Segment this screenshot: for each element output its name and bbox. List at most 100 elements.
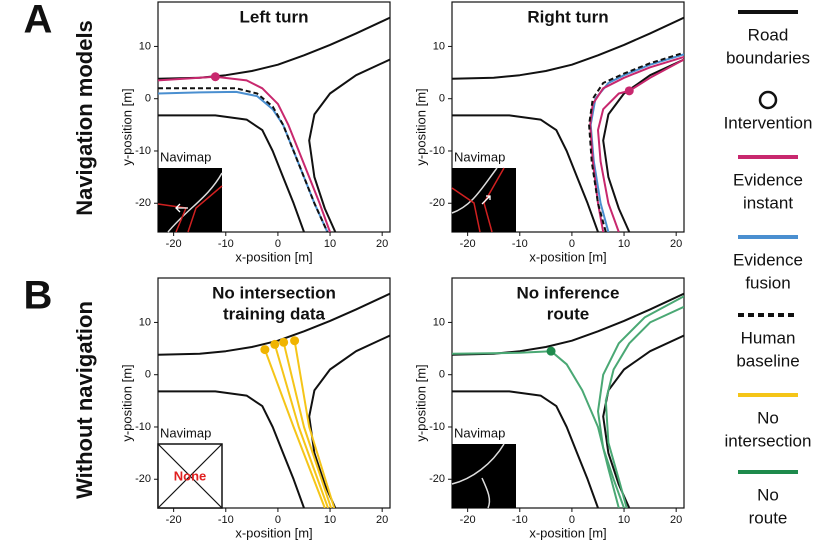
x-tick-label: 20 [670, 238, 682, 250]
y-tick-label: 0 [439, 93, 445, 105]
inset: Navimap [157, 149, 223, 233]
x-tick-label: -10 [218, 514, 234, 526]
y-tick-label: -10 [429, 421, 445, 433]
inset: Navimap [451, 149, 516, 233]
x-axis-label: x-position [m] [529, 249, 606, 264]
inset-box [452, 168, 516, 232]
inset: None Navimap [157, 425, 223, 509]
chart-title: Left turn [240, 7, 309, 26]
inset: Navimap [451, 425, 516, 509]
series-line [308, 58, 390, 232]
series-line [588, 51, 684, 232]
y-tick-label: 10 [433, 316, 445, 328]
intervention-point [624, 86, 634, 96]
series-line [158, 292, 390, 356]
x-axis-label: x-position [m] [529, 525, 606, 540]
y-tick-label: -20 [135, 473, 151, 485]
x-tick-label: 20 [670, 514, 682, 526]
row-label: Without navigation [72, 301, 97, 499]
panel-label: A [24, 0, 53, 42]
legend-label: Human [741, 328, 796, 347]
x-tick-label: -10 [218, 238, 234, 250]
panel-label: B [24, 274, 53, 318]
x-tick-label: -20 [166, 238, 182, 250]
inset-box [452, 444, 516, 508]
series-line [602, 58, 684, 232]
x-tick-label: 0 [569, 514, 575, 526]
x-axis-label: x-position [m] [235, 525, 312, 540]
x-tick-label: 0 [275, 238, 281, 250]
y-axis-label: y-position [m] [119, 88, 134, 165]
series-line [597, 295, 684, 508]
inset-road [451, 443, 505, 509]
x-axis-label: x-position [m] [235, 249, 312, 264]
legend-label: intersection [725, 431, 812, 450]
y-tick-label: -20 [429, 197, 445, 209]
y-tick-label: 0 [145, 369, 151, 381]
x-tick-label: 10 [618, 514, 630, 526]
y-tick-label: 0 [439, 369, 445, 381]
intervention-point [290, 336, 300, 346]
plot-content [452, 292, 684, 508]
x-tick-label: -20 [460, 514, 476, 526]
inset-road [167, 172, 223, 233]
y-tick-label: -10 [135, 145, 151, 157]
legend-label: baseline [736, 351, 799, 370]
inset-label: Navimap [454, 425, 505, 440]
series-line [158, 114, 305, 232]
legend-label: Evidence [733, 170, 803, 189]
series-line [604, 305, 684, 508]
series-line [452, 16, 684, 80]
inset-label: Navimap [160, 149, 211, 164]
y-tick-label: -20 [135, 197, 151, 209]
legend-label: route [749, 508, 788, 527]
legend-label: Road [748, 25, 789, 44]
x-tick-label: -20 [166, 514, 182, 526]
series-line [452, 390, 599, 508]
intervention-point [270, 339, 280, 349]
chart-title: route [547, 304, 590, 323]
series-line [308, 334, 390, 508]
x-tick-label: 10 [324, 238, 336, 250]
legend-label: instant [743, 193, 793, 212]
inset-arrow [175, 203, 188, 213]
y-axis-label: y-position [m] [413, 364, 428, 441]
x-tick-label: 20 [376, 514, 388, 526]
x-tick-label: 10 [618, 238, 630, 250]
inset-route [451, 167, 505, 233]
intervention-point [260, 345, 270, 355]
legend-label: No [757, 485, 779, 504]
series-line [263, 349, 326, 508]
chart-title: No inference [517, 283, 620, 302]
x-tick-label: -10 [512, 238, 528, 250]
intervention-point [210, 72, 220, 82]
y-axis-label: y-position [m] [413, 88, 428, 165]
x-tick-label: 20 [376, 238, 388, 250]
series-line [597, 58, 684, 232]
series-line [452, 114, 599, 232]
x-tick-label: 0 [569, 238, 575, 250]
inset-road [451, 167, 498, 214]
inset-label: Navimap [454, 149, 505, 164]
x-tick-label: 0 [275, 514, 281, 526]
x-tick-label: -10 [512, 514, 528, 526]
series-line [158, 390, 305, 508]
y-tick-label: -10 [429, 145, 445, 157]
series-line [293, 340, 336, 508]
x-tick-label: 10 [324, 514, 336, 526]
legend-label: boundaries [726, 48, 810, 67]
inset-label: Navimap [160, 425, 211, 440]
y-tick-label: 10 [433, 40, 445, 52]
y-tick-label: -20 [429, 473, 445, 485]
series-line [452, 350, 620, 508]
y-tick-label: 0 [145, 93, 151, 105]
series-line [158, 75, 331, 232]
chart-title: No intersection [212, 283, 336, 302]
legend-label: fusion [745, 273, 790, 292]
inset-cross [157, 443, 223, 509]
series-line [273, 344, 329, 508]
intervention-point [546, 346, 556, 356]
series-line [158, 87, 329, 232]
y-tick-label: 10 [139, 40, 151, 52]
